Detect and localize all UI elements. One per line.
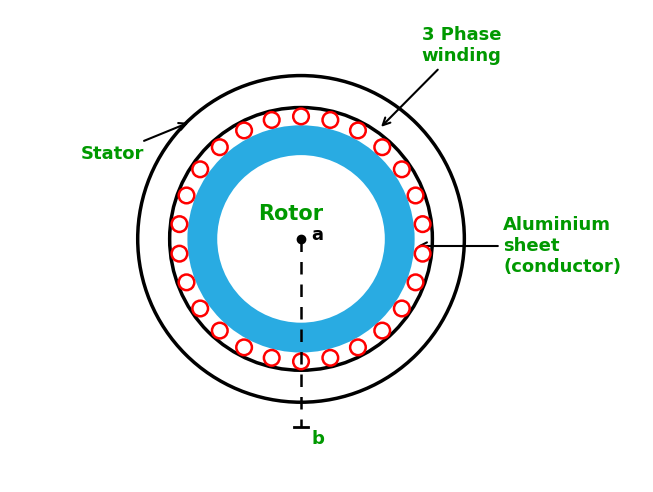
Circle shape <box>374 139 390 155</box>
Circle shape <box>193 161 208 177</box>
Circle shape <box>170 108 432 370</box>
Circle shape <box>236 339 252 355</box>
Circle shape <box>212 323 228 338</box>
Circle shape <box>264 112 279 128</box>
Text: Aluminium
sheet
(conductor): Aluminium sheet (conductor) <box>420 216 622 276</box>
Text: a: a <box>311 226 323 245</box>
Circle shape <box>374 323 390 338</box>
Circle shape <box>193 301 208 316</box>
Circle shape <box>415 216 430 232</box>
Circle shape <box>407 275 423 290</box>
Circle shape <box>293 354 309 369</box>
Circle shape <box>350 123 366 138</box>
Circle shape <box>236 123 252 138</box>
Circle shape <box>394 161 409 177</box>
Circle shape <box>293 109 309 124</box>
Circle shape <box>264 350 279 366</box>
Text: Rotor: Rotor <box>258 204 323 224</box>
Circle shape <box>187 125 415 352</box>
Circle shape <box>219 157 383 321</box>
Circle shape <box>138 76 464 402</box>
Circle shape <box>217 155 385 323</box>
Circle shape <box>394 301 409 316</box>
Circle shape <box>407 187 423 203</box>
Text: 3 Phase
winding: 3 Phase winding <box>383 26 502 125</box>
Circle shape <box>415 246 430 261</box>
Text: b: b <box>311 430 325 448</box>
Circle shape <box>350 339 366 355</box>
Circle shape <box>172 246 187 261</box>
Circle shape <box>179 275 195 290</box>
Circle shape <box>323 112 338 128</box>
Circle shape <box>179 187 195 203</box>
Circle shape <box>212 139 228 155</box>
Text: Stator: Stator <box>81 123 186 163</box>
Circle shape <box>323 350 338 366</box>
Circle shape <box>172 216 187 232</box>
